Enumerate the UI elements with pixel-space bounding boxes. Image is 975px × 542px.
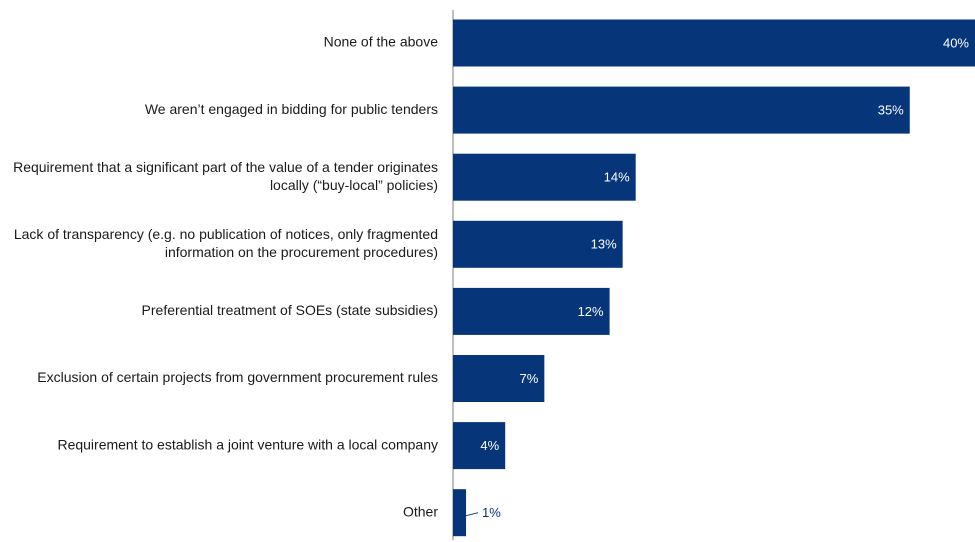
bar bbox=[453, 489, 467, 537]
value-labels-group: 40% 35% 14% 13% 12% 7% 4% 1% bbox=[465, 35, 969, 520]
category-label: Preferential treatment of SOEs (state su… bbox=[142, 302, 438, 318]
value-label: 14% bbox=[604, 170, 630, 185]
bar bbox=[453, 153, 636, 201]
bar bbox=[453, 355, 545, 402]
value-leader-line bbox=[465, 512, 479, 517]
bar bbox=[453, 220, 623, 268]
bar bbox=[453, 287, 610, 335]
bar bbox=[453, 19, 975, 67]
value-label: 12% bbox=[578, 304, 604, 319]
value-label: 35% bbox=[878, 103, 904, 118]
bars-group bbox=[453, 19, 975, 537]
category-label: Other bbox=[403, 503, 438, 519]
bar bbox=[453, 422, 506, 470]
value-label: 1% bbox=[482, 505, 501, 520]
category-label: We aren’t engaged in bidding for public … bbox=[145, 101, 438, 117]
value-label: 40% bbox=[943, 35, 969, 50]
category-label: Requirement that a significant part of t… bbox=[13, 159, 438, 175]
value-label: 7% bbox=[520, 371, 539, 386]
category-label: Lack of transparency (e.g. no publicatio… bbox=[14, 226, 438, 242]
category-label: Exclusion of certain projects from gover… bbox=[37, 369, 438, 385]
bar bbox=[453, 86, 910, 134]
category-label: None of the above bbox=[324, 34, 439, 50]
value-label: 13% bbox=[591, 237, 617, 252]
category-label: information on the procurement procedure… bbox=[165, 244, 438, 260]
category-label: locally (“buy-local” policies) bbox=[270, 177, 438, 193]
category-labels-group: None of the above We aren’t engaged in bi… bbox=[13, 34, 438, 520]
value-label: 4% bbox=[480, 438, 499, 453]
category-label: Requirement to establish a joint venture… bbox=[57, 436, 438, 452]
